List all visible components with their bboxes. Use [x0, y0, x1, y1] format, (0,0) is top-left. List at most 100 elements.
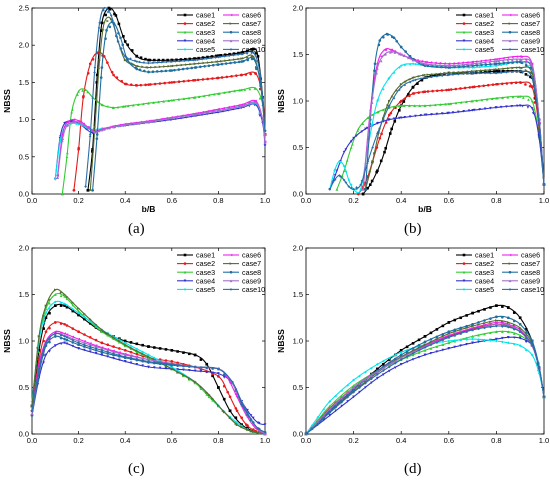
series-line-case7	[89, 16, 266, 191]
data-point-case1	[501, 305, 504, 308]
series-line-case8	[92, 21, 266, 191]
data-point-case8	[530, 339, 534, 343]
legend-item-case8: case8	[223, 268, 261, 277]
data-point-case3	[167, 99, 171, 102]
data-point-case2	[129, 350, 133, 354]
data-point-case4	[403, 116, 407, 119]
data-point-case7	[189, 62, 193, 66]
legend-marker	[183, 39, 187, 43]
legend-item-case8: case8	[223, 28, 261, 37]
y-tick-label: 1.5	[293, 290, 303, 299]
data-point-case9	[227, 107, 231, 110]
data-point-case4	[478, 108, 482, 111]
data-point-case2	[449, 88, 453, 91]
data-point-case10	[232, 53, 235, 57]
y-tick-label: 2.0	[19, 244, 29, 253]
legend-label: case7	[242, 19, 261, 28]
data-point-case2	[226, 390, 230, 394]
data-point-case4	[112, 356, 115, 360]
data-point-case10	[495, 71, 498, 75]
data-point-case10	[430, 75, 433, 79]
data-point-case7	[63, 293, 66, 296]
series-line-case6	[305, 321, 545, 435]
series-line-case9	[305, 323, 545, 435]
data-point-case3	[530, 99, 534, 103]
data-point-case3	[475, 99, 479, 102]
data-point-case2	[217, 375, 220, 378]
data-point-case7	[44, 304, 48, 307]
data-point-case4	[524, 340, 528, 344]
legend-item-case3: case3	[456, 268, 494, 277]
legend-marker	[229, 22, 233, 25]
data-point-case4	[135, 362, 139, 366]
data-point-case6	[465, 61, 469, 64]
data-point-case4	[263, 423, 267, 426]
data-point-case2	[48, 326, 51, 330]
data-point-case1	[54, 304, 57, 307]
data-point-case10	[106, 10, 110, 14]
data-point-case3	[59, 294, 63, 297]
data-point-case4	[462, 110, 465, 113]
data-point-case9	[175, 116, 179, 119]
data-point-case5	[399, 64, 403, 67]
legend-label: case4	[196, 36, 215, 45]
legend-marker	[462, 279, 466, 283]
data-point-case1	[234, 416, 238, 420]
data-point-case3	[489, 331, 492, 335]
data-point-case4	[158, 366, 162, 370]
data-point-case9	[211, 110, 215, 113]
data-point-case10	[193, 365, 197, 369]
data-point-case10	[135, 60, 139, 63]
data-point-case7	[193, 380, 197, 384]
data-point-case10	[328, 188, 332, 191]
data-point-case10	[123, 355, 127, 359]
data-point-case4	[537, 134, 540, 138]
data-point-case2	[88, 62, 92, 66]
legend-marker	[508, 48, 512, 51]
data-point-case7	[77, 307, 80, 310]
data-point-case6	[383, 48, 386, 52]
data-point-case10	[446, 73, 449, 77]
data-point-case10	[102, 8, 105, 12]
data-point-case6	[488, 58, 492, 62]
data-point-case10	[256, 427, 260, 430]
data-point-case5	[512, 342, 516, 346]
data-point-case7	[399, 82, 403, 86]
data-point-case9	[77, 121, 80, 125]
data-point-case4	[495, 106, 498, 109]
data-point-case6	[530, 62, 534, 66]
data-point-case6	[483, 323, 486, 327]
data-point-case4	[349, 140, 353, 143]
data-point-case2	[115, 76, 119, 79]
data-point-case9	[456, 63, 460, 67]
data-point-case10	[250, 51, 253, 55]
data-point-case2	[533, 101, 537, 104]
data-point-case10	[135, 357, 139, 361]
data-point-case3	[147, 356, 150, 360]
data-point-case2	[164, 359, 168, 362]
data-point-case6	[77, 119, 80, 123]
legend-label: case10	[242, 45, 265, 54]
data-point-case3	[152, 101, 155, 104]
legend-label: case2	[475, 19, 494, 28]
data-point-case9	[507, 323, 510, 327]
data-point-case7	[435, 337, 439, 341]
data-point-case4	[435, 350, 439, 353]
series-line-case4	[54, 103, 266, 180]
data-point-case1	[161, 58, 165, 62]
data-point-case10	[227, 54, 231, 58]
legend-label: case8	[242, 28, 261, 37]
data-point-case10	[542, 183, 546, 186]
legend-item-case10: case10	[223, 45, 265, 54]
data-point-case4	[530, 107, 534, 110]
data-point-case7	[106, 332, 110, 335]
data-point-case2	[399, 99, 403, 103]
legend-item-case10: case10	[502, 285, 544, 294]
data-point-case8	[108, 25, 112, 29]
data-point-case9	[86, 126, 90, 130]
data-point-case7	[371, 160, 374, 163]
data-point-case4	[411, 358, 415, 361]
data-point-case4	[100, 353, 104, 357]
data-point-case9	[515, 58, 519, 61]
data-point-case3	[142, 102, 145, 106]
